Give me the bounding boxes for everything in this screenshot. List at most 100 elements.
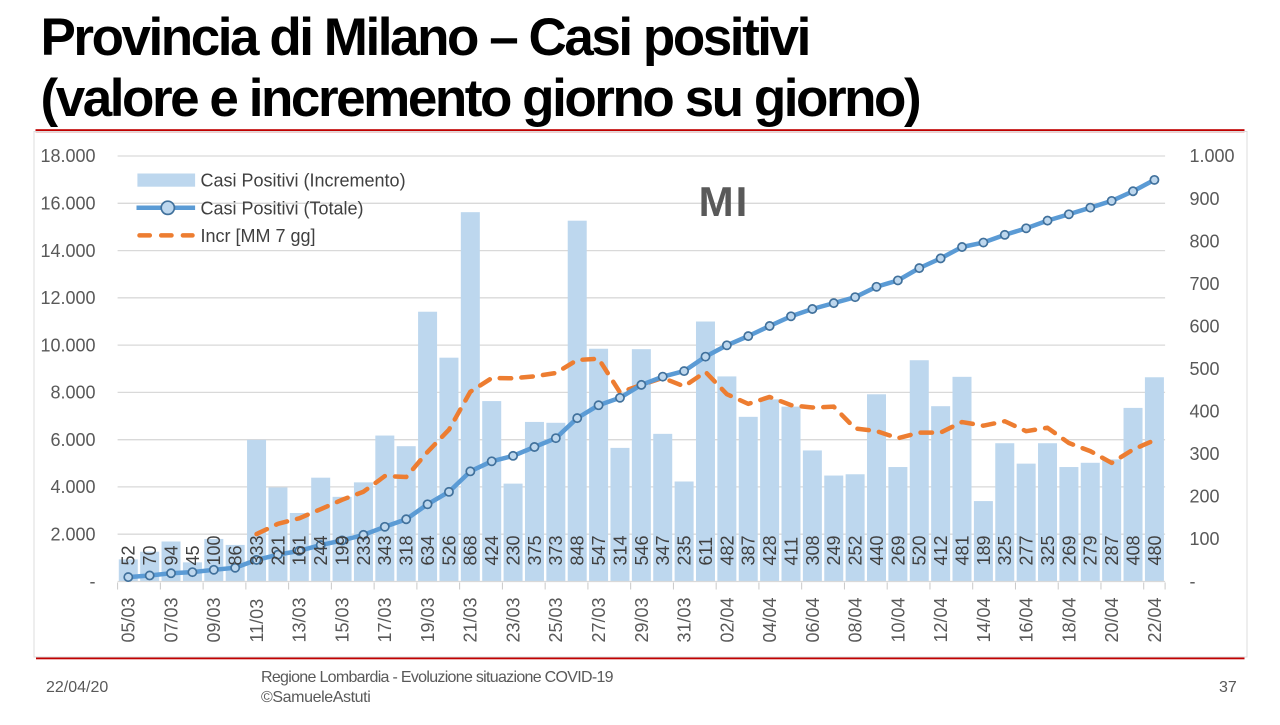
svg-text:4.000: 4.000 bbox=[50, 477, 95, 497]
svg-text:27/03: 27/03 bbox=[589, 597, 609, 642]
svg-text:14.000: 14.000 bbox=[40, 241, 95, 261]
svg-text:428: 428 bbox=[760, 535, 780, 565]
svg-text:09/03: 09/03 bbox=[204, 597, 224, 642]
svg-text:23/03: 23/03 bbox=[503, 597, 523, 642]
svg-text:547: 547 bbox=[589, 535, 609, 565]
svg-text:347: 347 bbox=[653, 535, 673, 565]
svg-text:70: 70 bbox=[140, 545, 160, 565]
svg-text:45: 45 bbox=[183, 545, 203, 565]
svg-text:21/03: 21/03 bbox=[461, 597, 481, 642]
svg-text:Regione Lombardia - Evoluzione: Regione Lombardia - Evoluzione situazion… bbox=[261, 669, 614, 686]
svg-text:161: 161 bbox=[290, 535, 310, 565]
svg-text:Provincia di Milano – Casi pos: Provincia di Milano – Casi positivi bbox=[41, 8, 809, 67]
svg-text:546: 546 bbox=[632, 535, 652, 565]
svg-text:16.000: 16.000 bbox=[40, 194, 95, 214]
svg-text:244: 244 bbox=[311, 535, 331, 565]
svg-text:100: 100 bbox=[1190, 529, 1220, 549]
svg-text:10.000: 10.000 bbox=[40, 335, 95, 355]
svg-text:318: 318 bbox=[397, 535, 417, 565]
svg-text:252: 252 bbox=[846, 535, 866, 565]
svg-text:86: 86 bbox=[226, 545, 246, 565]
svg-text:424: 424 bbox=[482, 535, 502, 565]
svg-text:(valore e incremento giorno su: (valore e incremento giorno su giorno) bbox=[41, 69, 920, 128]
svg-text:333: 333 bbox=[247, 535, 267, 565]
svg-text:440: 440 bbox=[867, 535, 887, 565]
svg-text:22/04: 22/04 bbox=[1145, 597, 1165, 642]
svg-text:308: 308 bbox=[803, 535, 823, 565]
svg-text:233: 233 bbox=[354, 535, 374, 565]
svg-text:269: 269 bbox=[888, 535, 908, 565]
svg-text:02/04: 02/04 bbox=[717, 597, 737, 642]
svg-text:8.000: 8.000 bbox=[50, 383, 95, 403]
svg-text:700: 700 bbox=[1190, 274, 1220, 294]
svg-text:-: - bbox=[90, 572, 96, 592]
svg-text:2.000: 2.000 bbox=[50, 524, 95, 544]
svg-text:©SamueleAstuti: ©SamueleAstuti bbox=[261, 689, 370, 706]
svg-text:848: 848 bbox=[568, 535, 588, 565]
svg-text:10/04: 10/04 bbox=[888, 597, 908, 642]
svg-text:12.000: 12.000 bbox=[40, 288, 95, 308]
svg-text:900: 900 bbox=[1190, 189, 1220, 209]
svg-text:634: 634 bbox=[418, 535, 438, 565]
svg-text:300: 300 bbox=[1190, 444, 1220, 464]
svg-text:MI: MI bbox=[699, 178, 750, 225]
svg-text:08/04: 08/04 bbox=[846, 597, 866, 642]
svg-text:94: 94 bbox=[161, 545, 181, 565]
svg-text:412: 412 bbox=[931, 535, 951, 565]
svg-text:Incr [MM 7 gg]: Incr [MM 7 gg] bbox=[201, 226, 316, 246]
svg-text:400: 400 bbox=[1190, 402, 1220, 422]
svg-text:18/04: 18/04 bbox=[1059, 597, 1079, 642]
svg-text:279: 279 bbox=[1081, 535, 1101, 565]
svg-text:6.000: 6.000 bbox=[50, 430, 95, 450]
svg-text:480: 480 bbox=[1145, 535, 1165, 565]
svg-text:500: 500 bbox=[1190, 359, 1220, 379]
svg-text:868: 868 bbox=[461, 535, 481, 565]
svg-text:373: 373 bbox=[546, 535, 566, 565]
svg-text:18.000: 18.000 bbox=[40, 146, 95, 166]
svg-text:189: 189 bbox=[974, 535, 994, 565]
svg-text:52: 52 bbox=[119, 545, 139, 565]
svg-text:411: 411 bbox=[781, 537, 801, 566]
svg-text:12/04: 12/04 bbox=[931, 597, 951, 642]
svg-text:325: 325 bbox=[1038, 535, 1058, 565]
svg-text:375: 375 bbox=[525, 535, 545, 565]
svg-text:600: 600 bbox=[1190, 316, 1220, 336]
svg-text:16/04: 16/04 bbox=[1017, 597, 1037, 642]
svg-text:611: 611 bbox=[696, 537, 716, 566]
svg-text:15/03: 15/03 bbox=[332, 597, 352, 642]
svg-text:11/03: 11/03 bbox=[247, 599, 267, 643]
svg-text:13/03: 13/03 bbox=[290, 597, 310, 642]
svg-text:25/03: 25/03 bbox=[546, 597, 566, 642]
svg-text:-: - bbox=[1190, 572, 1196, 592]
svg-text:343: 343 bbox=[375, 535, 395, 565]
svg-text:31/03: 31/03 bbox=[675, 597, 695, 642]
svg-text:06/04: 06/04 bbox=[803, 597, 823, 642]
svg-text:481: 481 bbox=[952, 535, 972, 565]
svg-text:221: 221 bbox=[268, 535, 288, 565]
svg-text:526: 526 bbox=[439, 535, 459, 565]
svg-text:17/03: 17/03 bbox=[375, 597, 395, 642]
svg-text:Casi Positivi (Incremento): Casi Positivi (Incremento) bbox=[201, 171, 406, 191]
svg-text:22/04/20: 22/04/20 bbox=[46, 679, 108, 696]
svg-text:1.000: 1.000 bbox=[1190, 146, 1235, 166]
svg-text:200: 200 bbox=[1190, 487, 1220, 507]
svg-text:520: 520 bbox=[910, 535, 930, 565]
svg-text:199: 199 bbox=[332, 535, 352, 565]
svg-text:07/03: 07/03 bbox=[161, 597, 181, 642]
svg-text:29/03: 29/03 bbox=[632, 597, 652, 642]
svg-text:Casi Positivi (Totale): Casi Positivi (Totale) bbox=[201, 198, 364, 218]
svg-text:408: 408 bbox=[1123, 535, 1143, 565]
svg-text:314: 314 bbox=[610, 535, 630, 565]
svg-text:387: 387 bbox=[739, 535, 759, 565]
svg-text:14/04: 14/04 bbox=[974, 597, 994, 642]
svg-text:325: 325 bbox=[995, 535, 1015, 565]
svg-text:249: 249 bbox=[824, 535, 844, 565]
svg-text:800: 800 bbox=[1190, 231, 1220, 251]
svg-text:269: 269 bbox=[1059, 535, 1079, 565]
svg-text:287: 287 bbox=[1102, 535, 1122, 565]
svg-text:20/04: 20/04 bbox=[1102, 597, 1122, 642]
svg-text:235: 235 bbox=[675, 535, 695, 565]
svg-text:230: 230 bbox=[503, 535, 523, 565]
svg-text:482: 482 bbox=[717, 535, 737, 565]
svg-text:37: 37 bbox=[1219, 679, 1237, 696]
